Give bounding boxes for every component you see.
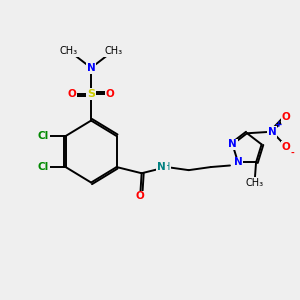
Text: O: O [136,191,145,202]
Text: CH₃: CH₃ [60,46,78,56]
Text: N: N [268,127,277,137]
Text: N: N [228,140,237,149]
Text: S: S [87,89,95,99]
Text: N: N [87,63,95,73]
Text: Cl: Cl [38,162,49,172]
Text: O: O [106,89,115,99]
Text: -: - [291,149,295,158]
Text: O: O [68,89,76,99]
Text: N: N [234,158,242,167]
Text: H: H [163,162,170,172]
Text: O: O [282,112,291,122]
Text: +: + [275,120,282,129]
Text: CH₃: CH₃ [245,178,264,188]
Text: N: N [157,162,166,172]
Text: CH₃: CH₃ [104,46,122,56]
Text: O: O [282,142,291,152]
Text: Cl: Cl [38,131,49,141]
